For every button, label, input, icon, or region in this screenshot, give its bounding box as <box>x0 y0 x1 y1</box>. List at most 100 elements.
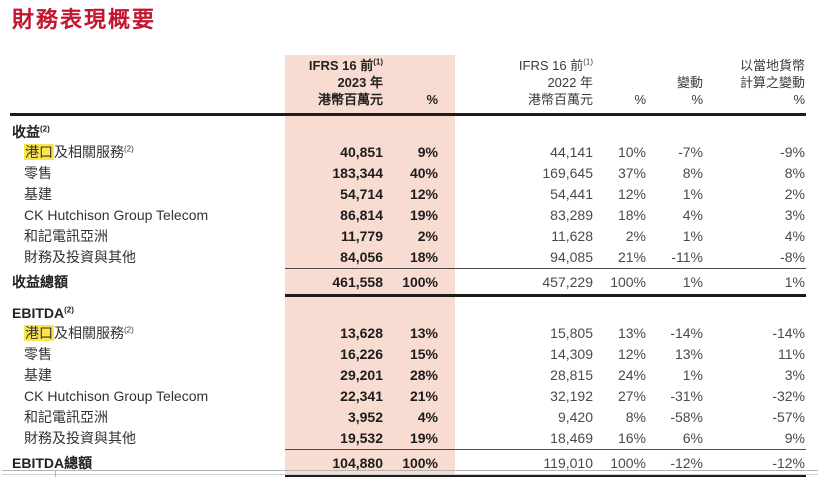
cell-2023-value: 183,344 <box>332 165 383 181</box>
row-label: 零售 <box>24 346 52 362</box>
header-local-currency-change: 以當地貨幣 計算之變動 % <box>705 50 806 116</box>
total-row: EBITDA總額 104,880 100% 119,010 100% -12% … <box>10 449 806 477</box>
cell-2023-percent: 13% <box>409 325 438 341</box>
highlighted-text: 港口 <box>24 144 54 160</box>
cell-2022-value: 32,192 <box>550 388 593 404</box>
total-row: 收益總額 461,558 100% 457,229 100% 1% 1% <box>10 268 806 297</box>
section-header-row: EBITDA(2) <box>10 296 806 324</box>
cell-2022-percent: 16% <box>617 430 646 446</box>
table-row: 和記電訊亞洲 11,779 2% 11,628 2% 1% 4% <box>10 226 806 247</box>
header-row: IFRS 16 前(1) 2023 年 港幣百萬元 % IFRS 16 前(1)… <box>10 50 806 116</box>
cell-2023-percent: 4% <box>417 409 438 425</box>
cell-2022-value: 83,289 <box>550 207 593 223</box>
footnote-marker: (2) <box>124 144 134 154</box>
cell-local-currency-change: -8% <box>780 249 805 265</box>
cell-2022-value: 14,309 <box>550 346 593 362</box>
cell-2022-value: 94,085 <box>550 249 593 265</box>
cell-2023-percent: 2% <box>417 228 438 244</box>
header-spacer <box>10 50 285 116</box>
table-row: 零售 183,344 40% 169,645 37% 8% 8% <box>10 163 806 184</box>
cell-change-percent: -11% <box>671 249 703 265</box>
cell-change-percent: -31% <box>670 388 703 404</box>
table-row: 財務及投資與其他 19,532 19% 18,469 16% 6% 9% <box>10 428 806 450</box>
cell-2023-value: 16,226 <box>340 346 383 362</box>
cell-2022-percent: 100% <box>593 268 648 297</box>
cell-2023-value: 104,880 <box>285 449 385 477</box>
header-change: 變動 % <box>648 50 705 116</box>
next-block-inner-border <box>2 474 818 475</box>
current-year-highlight-band <box>285 55 455 477</box>
cell-local-currency-change: 8% <box>784 165 805 181</box>
cell-local-currency-change: -14% <box>772 325 805 341</box>
row-label: 和記電訊亞洲 <box>24 228 108 244</box>
cell-2023-percent: 40% <box>409 165 438 181</box>
table-row: 基建 54,714 12% 54,441 12% 1% 2% <box>10 184 806 205</box>
cell-change-percent: -58% <box>670 409 703 425</box>
footnote-marker: (2) <box>64 305 74 315</box>
cell-local-currency-change: -32% <box>772 388 805 404</box>
cell-2023-percent: 15% <box>409 346 438 362</box>
row-label: 財務及投資與其他 <box>24 249 136 266</box>
header-2023-group: IFRS 16 前(1) 2023 年 港幣百萬元 <box>285 50 385 116</box>
total-label: 收益總額 <box>12 274 68 290</box>
cell-2022-percent: 37% <box>617 165 646 181</box>
table-row: 和記電訊亞洲 3,952 4% 9,420 8% -58% -57% <box>10 407 806 428</box>
cell-2022-percent: 12% <box>617 346 646 362</box>
cell-change-percent: 1% <box>682 228 703 244</box>
cell-2023-value: 40,851 <box>340 144 383 160</box>
cell-change-percent: -7% <box>678 144 703 160</box>
cell-2022-percent: 2% <box>625 228 646 244</box>
cell-local-currency-change: 2% <box>784 186 805 202</box>
cell-2022-percent: 10% <box>617 144 646 160</box>
section-title: EBITDA <box>12 305 65 321</box>
next-block-top-border <box>2 470 818 471</box>
cell-change-percent: -14% <box>670 325 703 341</box>
cell-2022-percent: 18% <box>617 207 646 223</box>
next-block-cell-divider <box>55 470 56 477</box>
cell-local-currency-change: -57% <box>772 409 805 425</box>
cell-change-percent: 1% <box>682 367 703 383</box>
cell-2022-value: 11,628 <box>551 228 593 244</box>
table-row: CK Hutchison Group Telecom 22,341 21% 32… <box>10 386 806 407</box>
cell-2023-value: 461,558 <box>285 268 385 297</box>
cell-change-percent: -12% <box>648 449 705 477</box>
highlighted-text: 港口 <box>24 325 54 341</box>
cell-change-percent: 8% <box>682 165 703 181</box>
row-label: 零售 <box>24 165 52 181</box>
cell-2023-percent: 19% <box>409 430 438 446</box>
cell-change-percent: 13% <box>674 346 703 362</box>
row-label: 基建 <box>24 367 52 383</box>
footnote-marker: (2) <box>124 325 134 335</box>
cell-2022-value: 457,229 <box>453 268 593 297</box>
cell-2023-percent: 100% <box>385 449 453 477</box>
row-label: 財務及投資與其他 <box>24 430 136 447</box>
total-label: EBITDA總額 <box>12 455 93 471</box>
cell-2022-value: 28,815 <box>550 367 593 383</box>
cell-local-currency-change: -12% <box>705 449 806 477</box>
row-label: CK Hutchison Group Telecom <box>24 388 209 404</box>
cell-2023-value: 86,814 <box>340 207 383 223</box>
cell-2023-value: 84,056 <box>340 249 383 265</box>
table-row: CK Hutchison Group Telecom 86,814 19% 83… <box>10 205 806 226</box>
cell-2022-percent: 12% <box>617 186 646 202</box>
cell-2022-percent: 100% <box>593 449 648 477</box>
header-2022-group: IFRS 16 前(1) 2022 年 港幣百萬元 <box>453 50 593 116</box>
cell-2023-percent: 18% <box>409 249 438 265</box>
page-title: 財務表現概要 <box>12 7 157 32</box>
cell-2022-value: 54,441 <box>550 186 593 202</box>
cell-2022-percent: 13% <box>617 325 646 341</box>
cell-local-currency-change: 4% <box>784 228 805 244</box>
row-label: 和記電訊亞洲 <box>24 409 108 425</box>
cell-2023-percent: 28% <box>409 367 438 383</box>
cell-2023-value: 29,201 <box>340 367 383 383</box>
footnote-marker: (2) <box>40 124 50 134</box>
header-2022-percent: % <box>593 50 648 116</box>
cell-2023-value: 19,532 <box>340 430 383 446</box>
footnote-marker: (1) <box>583 57 593 67</box>
row-label: CK Hutchison Group Telecom <box>24 207 209 223</box>
table-row: 港口及相關服務(2) 13,628 13% 15,805 13% -14% -1… <box>10 323 806 344</box>
row-label: 基建 <box>24 186 52 202</box>
cell-local-currency-change: 3% <box>784 367 805 383</box>
cell-local-currency-change: 3% <box>784 207 805 223</box>
